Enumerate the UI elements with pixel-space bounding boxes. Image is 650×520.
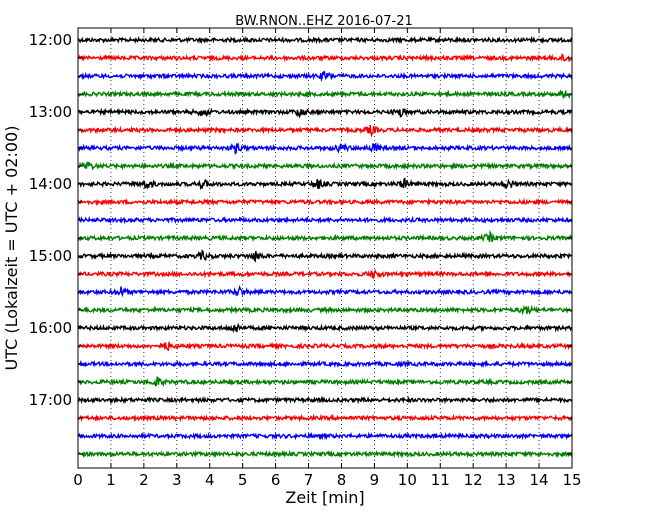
x-tick-label: 8: [337, 471, 347, 489]
traces: [77, 35, 573, 459]
y-axis: 12:00 13:00 14:00 15:00 16:00 17:00: [29, 31, 572, 455]
x-tick-label: 9: [370, 471, 380, 489]
x-tick-label: 12: [464, 471, 483, 489]
x-tick-label: 13: [497, 471, 516, 489]
trace-line: [77, 177, 573, 191]
x-axis-label: Zeit [min]: [285, 488, 364, 507]
x-tick-label: 6: [271, 471, 281, 489]
grid: [110, 28, 540, 468]
trace-line: [77, 376, 573, 388]
y-tick-label: 12:00: [29, 31, 72, 49]
y-tick-label: 17:00: [29, 391, 72, 409]
x-tick-label: 4: [205, 471, 215, 489]
x-tick-label: 2: [139, 471, 149, 489]
trace-line: [77, 322, 573, 334]
y-tick-label: 13:00: [29, 103, 72, 121]
trace-line: [77, 35, 573, 45]
trace-line: [77, 107, 573, 119]
trace-line: [77, 341, 573, 352]
y-tick-label: 16:00: [29, 319, 72, 337]
x-tick-label: 14: [530, 471, 549, 489]
chart-title: BW.RNON..EHZ 2016-07-21: [235, 14, 413, 29]
x-tick-label: 5: [238, 471, 248, 489]
trace-line: [77, 161, 573, 171]
trace-line: [77, 215, 573, 225]
trace-line: [77, 229, 573, 243]
y-tick-label: 14:00: [29, 175, 72, 193]
y-axis-label: UTC (Lokalzeit = UTC + 02:00): [2, 126, 21, 371]
x-axis: 0 1 2 3 4 5 6 7 8 9 10 11 12 13 14 15: [73, 28, 582, 489]
trace-line: [77, 249, 573, 263]
trace-line: [77, 284, 573, 298]
x-tick-label: 0: [73, 471, 83, 489]
trace-line: [77, 89, 573, 99]
plot-frame: [77, 27, 573, 469]
trace-line: [77, 359, 573, 369]
trace-line: [77, 197, 573, 207]
x-tick-label: 10: [398, 471, 417, 489]
x-tick-label: 7: [304, 471, 314, 489]
trace-line: [77, 431, 573, 441]
trace-line: [77, 124, 573, 138]
trace-line: [77, 268, 573, 279]
x-tick-label: 11: [431, 471, 450, 489]
trace-line: [77, 53, 573, 63]
trace-line: [77, 449, 573, 459]
x-tick-label: 15: [562, 471, 581, 489]
trace-line: [77, 142, 573, 155]
x-tick-label: 1: [106, 471, 116, 489]
y-tick-label: 15:00: [29, 247, 72, 265]
trace-line: [77, 395, 573, 405]
x-tick-label: 3: [172, 471, 182, 489]
trace-line: [77, 413, 573, 423]
trace-line: [77, 70, 573, 83]
trace-line: [77, 304, 573, 316]
